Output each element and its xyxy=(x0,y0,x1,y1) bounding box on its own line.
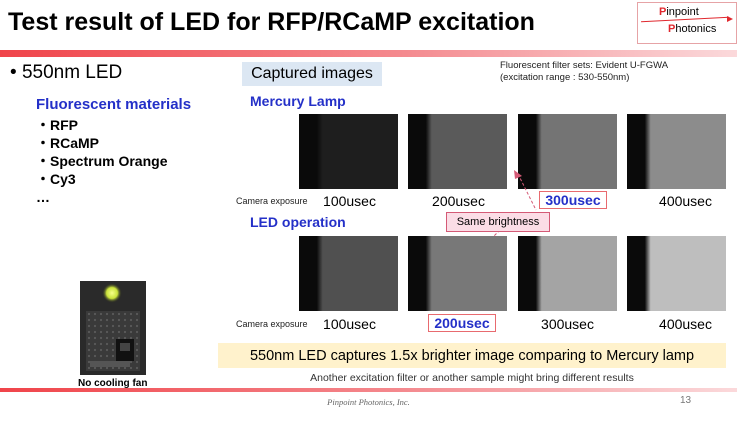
mercury-image-200 xyxy=(408,114,507,189)
led-image-100 xyxy=(299,236,398,311)
mercury-time: 400usec xyxy=(659,193,712,209)
slide-title: Test result of LED for RFP/RCaMP excitat… xyxy=(8,8,535,36)
captured-images-label: Captured images xyxy=(242,62,382,86)
fluorescent-materials-title: Fluorescent materials xyxy=(36,96,192,113)
mercury-time: 100usec xyxy=(323,193,376,209)
logo-line2: Photonics xyxy=(668,23,717,35)
list-item: ・RCaMP xyxy=(36,135,100,151)
device-illustration xyxy=(80,281,146,375)
mercury-time-highlighted: 300usec xyxy=(539,191,607,209)
same-brightness-arrows xyxy=(484,170,537,245)
list-item: ・Cy3 xyxy=(36,171,76,187)
led-device-photo xyxy=(80,281,146,375)
footer-divider xyxy=(0,388,737,392)
summary-note: Another excitation filter or another sam… xyxy=(310,372,634,384)
summary-headline: 550nm LED captures 1.5x brighter image c… xyxy=(218,343,726,368)
led-exposure-label: Camera exposure xyxy=(236,319,308,329)
led-time: 100usec xyxy=(323,316,376,332)
list-item: ・RFP xyxy=(36,117,78,133)
same-brightness-callout: Same brightness xyxy=(446,212,550,232)
mercury-lamp-title: Mercury Lamp xyxy=(250,93,346,109)
led-image-300 xyxy=(518,236,617,311)
led-bullet-text: 550nm LED xyxy=(21,62,123,83)
mercury-image-300 xyxy=(518,114,617,189)
led-time-highlighted: 200usec xyxy=(428,314,496,332)
led-image-400 xyxy=(627,236,726,311)
mercury-time: 200usec xyxy=(432,193,485,209)
led-time: 300usec xyxy=(541,316,594,332)
mercury-image-400 xyxy=(627,114,726,189)
logo-arrowhead xyxy=(727,16,733,22)
mercury-image-100 xyxy=(299,114,398,189)
led-bullet: • 550nm LED xyxy=(10,62,123,83)
footer-company: Pinpoint Photonics, Inc. xyxy=(327,397,410,407)
filter-note-line2: (excitation range : 530-550nm) xyxy=(500,72,630,83)
led-operation-title: LED operation xyxy=(250,214,346,230)
filter-note-line1: Fluorescent filter sets: Evident U-FGWA xyxy=(500,60,669,71)
page-number: 13 xyxy=(680,395,692,406)
logo-line1: Pinpoint xyxy=(659,6,699,18)
led-time: 400usec xyxy=(659,316,712,332)
filter-note: Fluorescent filter sets: Evident U-FGWA … xyxy=(500,60,668,84)
list-item: ・Spectrum Orange xyxy=(36,153,168,169)
device-caption: No cooling fan xyxy=(78,378,148,389)
fluorescent-materials-list: ・RFP ・RCaMP ・Spectrum Orange ・Cy3 … xyxy=(36,116,167,206)
company-logo: Pinpoint Photonics xyxy=(637,2,737,44)
led-image-200 xyxy=(408,236,507,311)
title-divider xyxy=(0,50,737,57)
mercury-exposure-label: Camera exposure xyxy=(236,196,308,206)
list-item: … xyxy=(36,189,50,205)
